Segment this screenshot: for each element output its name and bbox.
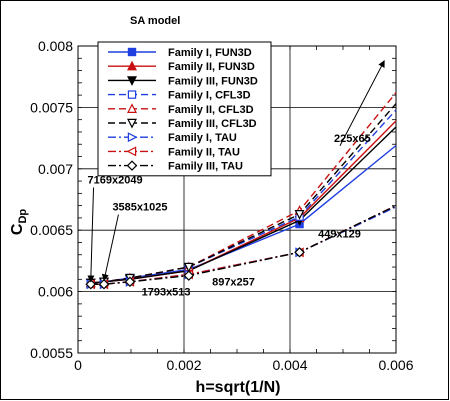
legend-entry: Family II, CFL3D [108, 103, 254, 116]
axis-ticks: 0 0.002 0.004 0.006 0.0055 0.006 0.0065 0.007 0.… [30, 38, 414, 373]
legend-label: Family II, TAU [168, 146, 240, 158]
y-tick-label: 0.006 [38, 284, 73, 300]
annotation-arrow [101, 214, 119, 282]
svg-text:CDp: CDp [9, 209, 29, 236]
legend-label: Family II, CFL3D [168, 104, 254, 116]
annotation-arrow [87, 187, 95, 283]
legend-label: Family III, TAU [168, 161, 243, 173]
y-tick-label: 0.0065 [30, 222, 73, 238]
data-point [183, 270, 195, 281]
legend-entry: Family III, TAU [108, 160, 243, 173]
x-tick-label: 0.004 [272, 357, 307, 373]
legend-marker [127, 103, 137, 114]
x-tick-label: 0.006 [378, 357, 413, 373]
legend-marker [127, 76, 137, 86]
y-tick-label: 0.0075 [30, 99, 73, 115]
legend-marker [127, 47, 137, 57]
y-axis-label-main: C [9, 223, 26, 235]
legend-entry: Family I, TAU [108, 132, 237, 144]
legend-label: Family III, FUN3D [168, 75, 258, 87]
chart-title: SA model [130, 15, 180, 27]
y-tick-label: 0.0055 [30, 345, 73, 361]
series-group [85, 92, 397, 290]
legend-marker [126, 146, 137, 157]
y-axis-label: CDp [9, 209, 29, 236]
annotation-label: 449x129 [318, 229, 361, 241]
data-point [294, 210, 305, 220]
data-point [294, 247, 305, 258]
y-axis-label-sub: Dp [17, 209, 29, 224]
legend-entry: Family II, FUN3D [108, 60, 255, 73]
y-tick-label: 0.008 [38, 38, 73, 54]
legend-label: Family III, CFL3D [168, 118, 257, 130]
x-tick-label: 0.002 [166, 357, 201, 373]
legend-marker [127, 60, 137, 71]
legend-marker [126, 160, 138, 171]
annotation-group: 7169x2049 3585x1025 1793x513 897x257 449x129… [87, 60, 385, 298]
data-point [183, 262, 194, 273]
x-tick-label: 0 [74, 357, 82, 373]
x-axis-label: h=sqrt(1/N) [196, 379, 281, 396]
legend-marker [127, 132, 138, 143]
annotation-label: 1793x513 [142, 286, 191, 298]
legend-box [97, 41, 272, 177]
legend-label: Family I, TAU [168, 132, 237, 144]
legend-label: Family II, FUN3D [168, 61, 255, 73]
legend-marker [127, 118, 137, 129]
annotation-label: 897x257 [212, 276, 255, 288]
legend-entry: Family I, FUN3D [108, 47, 252, 59]
annotation-label: 225x65 [334, 133, 371, 145]
legend-entry: Family II, TAU [108, 146, 240, 158]
annotation-label: 7169x2049 [88, 175, 143, 187]
legend-marker [127, 90, 137, 99]
legend: Family I, FUN3D Family II, FUN3D Family II… [97, 41, 272, 177]
data-point [124, 276, 136, 288]
legend-entry: Family III, CFL3D [108, 118, 257, 130]
legend-entry: Family I, CFL3D [108, 90, 251, 102]
legend-label: Family I, FUN3D [168, 47, 252, 59]
annotation-label: 3585x1025 [112, 202, 167, 214]
legend-label: Family I, CFL3D [168, 90, 251, 102]
annotation-arrow [339, 60, 385, 147]
data-point [85, 278, 96, 290]
legend-entry: Family III, FUN3D [108, 75, 258, 87]
data-point [98, 278, 110, 290]
series-9 [85, 204, 397, 290]
y-tick-label: 0.007 [38, 161, 73, 177]
